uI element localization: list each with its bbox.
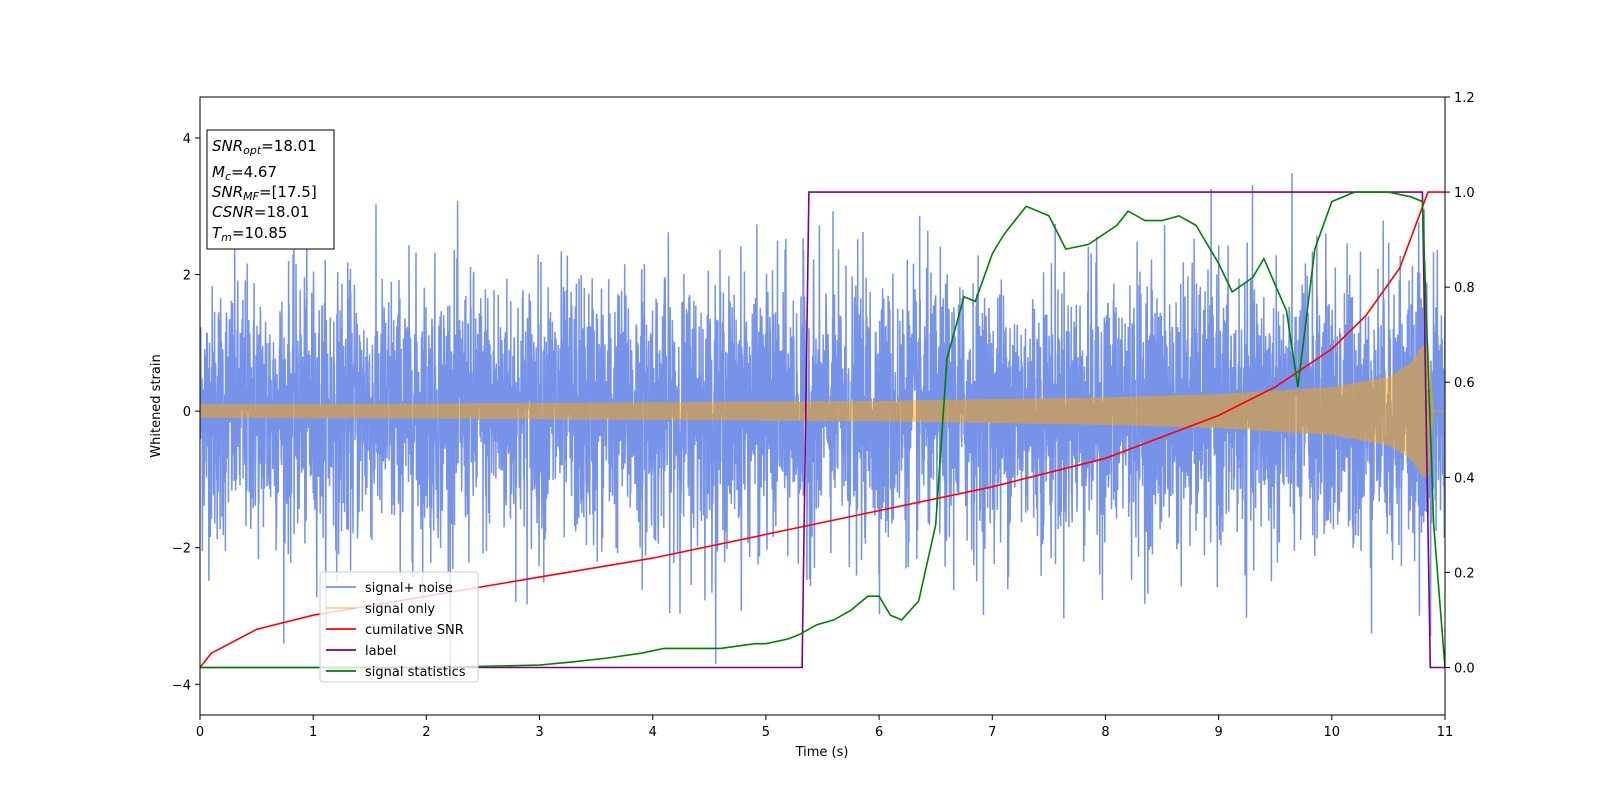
x-tick-label: 5 — [762, 725, 770, 740]
y-left-tick-label: 2 — [183, 269, 191, 284]
legend-label: signal+ noise — [365, 581, 453, 596]
legend-label: signal statistics — [365, 665, 466, 680]
y-axis-title: Whitened strain — [149, 354, 164, 457]
x-tick-label: 4 — [649, 725, 657, 740]
info-box: SNRopt=18.01 Mc=4.67 SNRMF=[17.5] CSNR=1… — [206, 129, 335, 250]
x-tick-label: 8 — [1101, 725, 1109, 740]
x-tick-label: 9 — [1214, 725, 1222, 740]
series-label — [200, 191, 1445, 669]
y-left-tick-label: 4 — [183, 132, 191, 147]
y-axis-left: −4 −2 0 2 4 — [172, 132, 200, 693]
y-left-tick-label: −2 — [172, 542, 191, 557]
legend-frame — [319, 571, 479, 683]
annotation-snr-opt: SNRopt=18.01 — [212, 137, 317, 157]
series-cumulative-snr — [200, 191, 1445, 668]
x-tick-label: 7 — [988, 725, 996, 740]
annotation-mc: Mc=4.67 — [212, 163, 277, 183]
x-tick-label: 2 — [422, 725, 430, 740]
legend: signal+ noise signal only cumilative SNR la… — [319, 571, 479, 683]
series-layer — [200, 173, 1445, 680]
x-tick-label: 3 — [535, 725, 543, 740]
y-right-tick-label: 1.0 — [1454, 186, 1475, 201]
y-right-tick-label: 0.4 — [1454, 471, 1475, 486]
annotation-tm: Tm=10.85 — [212, 224, 287, 244]
x-axis-title: Time (s) — [795, 745, 849, 760]
y-right-tick-label: 0.0 — [1454, 661, 1475, 676]
x-tick-label: 11 — [1437, 725, 1454, 740]
series-signal-only — [200, 342, 1445, 480]
y-left-tick-label: −4 — [172, 678, 191, 693]
y-right-tick-label: 0.8 — [1454, 281, 1475, 296]
x-tick-label: 0 — [196, 725, 204, 740]
y-axis-right: 0.0 0.2 0.4 0.6 0.8 1.0 1.2 — [1445, 91, 1475, 676]
legend-label: cumilative SNR — [365, 623, 464, 638]
y-right-tick-label: 0.2 — [1454, 566, 1475, 581]
y-right-tick-label: 0.6 — [1454, 376, 1475, 391]
x-axis: 0 1 2 3 4 5 6 7 8 9 10 11 — [196, 715, 1453, 740]
y-right-tick-label: 1.2 — [1454, 91, 1475, 106]
series-signal-statistics — [200, 191, 1445, 669]
legend-label: label — [365, 644, 396, 659]
annotation-snr-mf: SNRMF=[17.5] — [212, 183, 317, 203]
x-tick-label: 6 — [875, 725, 883, 740]
x-tick-label: 10 — [1324, 725, 1341, 740]
y-left-tick-label: 0 — [183, 405, 191, 420]
annotation-csnr: CSNR=18.01 — [212, 203, 309, 221]
plot-frame — [199, 96, 1446, 716]
legend-label: signal only — [365, 602, 435, 617]
x-tick-label: 1 — [309, 725, 317, 740]
info-box-frame — [206, 129, 335, 250]
